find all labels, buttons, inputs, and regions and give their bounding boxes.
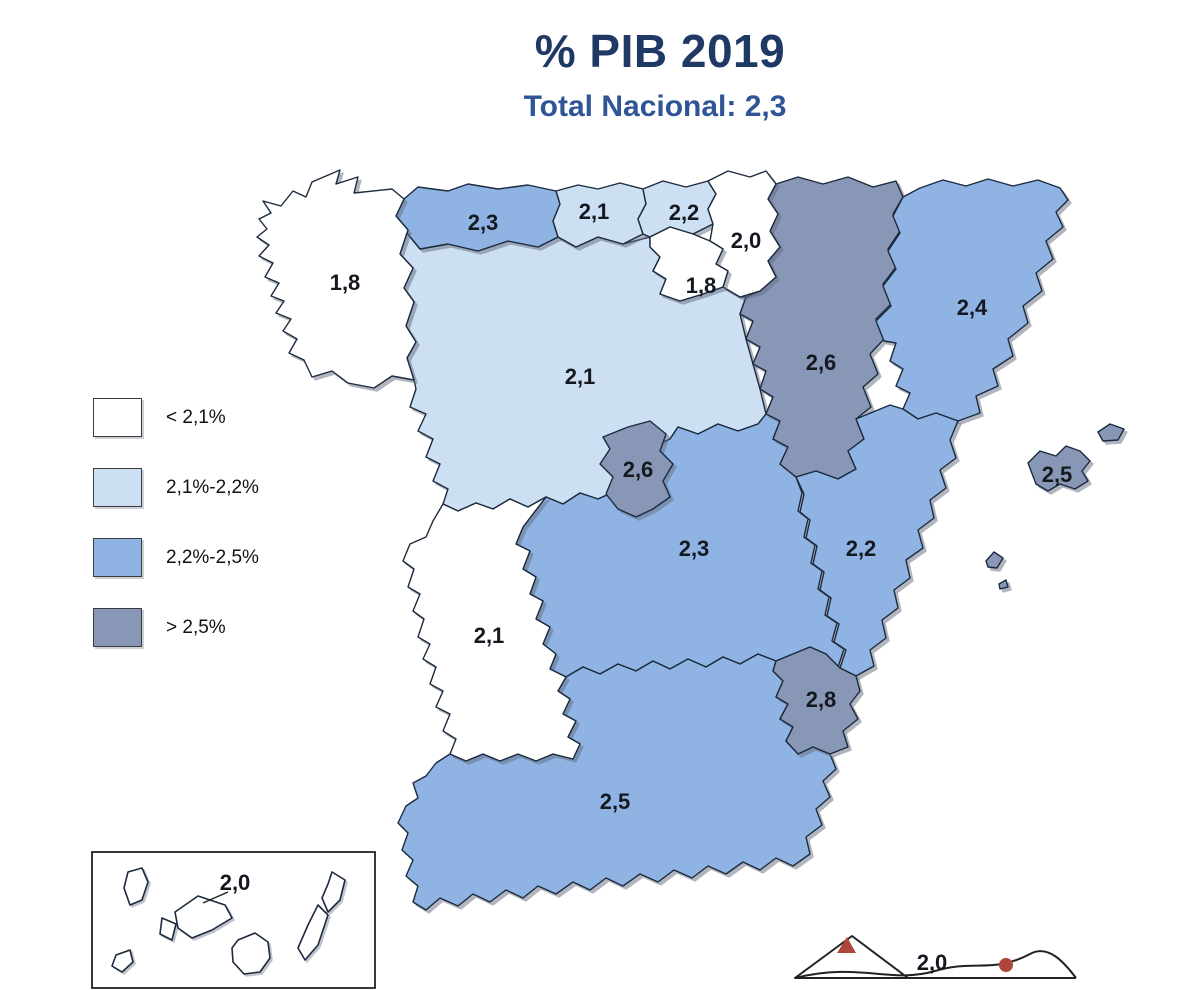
legend-item-gt25: > 2,5% xyxy=(93,608,259,647)
ceuta-marker-triangle xyxy=(837,937,856,953)
legend-swatch-21-22 xyxy=(93,468,142,507)
value-extremadura: 2,1 xyxy=(474,623,505,648)
value-cantabria: 2,1 xyxy=(579,199,610,224)
region-baleares-menorca xyxy=(1097,423,1125,442)
value-ceuta-melilla: 2,0 xyxy=(917,950,948,975)
value-comunidad-valenciana: 2,2 xyxy=(846,536,877,561)
region-baleares-mallorca xyxy=(1027,445,1091,492)
region-pais-vasco xyxy=(637,180,717,238)
value-castilla-y-leon: 2,1 xyxy=(565,364,596,389)
legend-label-gt25: > 2,5% xyxy=(166,616,226,638)
legend-label-22-25: 2,2%-2,5% xyxy=(166,546,259,568)
region-cataluna xyxy=(875,178,1069,422)
ceuta-melilla-coastline xyxy=(794,950,1077,979)
page-subtitle: Total Nacional: 2,3 xyxy=(523,90,787,123)
legend-item-22-25: 2,2%-2,5% xyxy=(93,538,259,577)
island-lanzarote xyxy=(321,871,346,913)
region-galicia xyxy=(256,169,417,389)
region-madrid xyxy=(599,420,674,518)
value-pais-vasco: 2,2 xyxy=(669,200,700,225)
value-madrid: 2,6 xyxy=(623,457,654,482)
region-extremadura xyxy=(402,496,581,762)
page-title: % PIB 2019 xyxy=(534,25,786,77)
island-tenerife xyxy=(174,895,233,939)
region-baleares-formentera xyxy=(998,579,1009,590)
region-la-rioja xyxy=(649,226,729,302)
region-navarra xyxy=(707,170,781,298)
value-navarra: 2,0 xyxy=(731,228,762,253)
legend-swatch-lt21 xyxy=(93,398,142,437)
legend-item-21-22: 2,1%-2,2% xyxy=(93,468,259,507)
value-canarias: 2,0 xyxy=(220,870,251,895)
island-el-hierro xyxy=(111,949,134,973)
value-baleares: 2,5 xyxy=(1042,462,1073,487)
island-gran-canaria xyxy=(231,932,271,975)
value-asturias: 2,3 xyxy=(468,210,499,235)
legend-item-lt21: < 2,1% xyxy=(93,398,259,437)
island-la-palma xyxy=(123,867,149,906)
legend-swatch-22-25 xyxy=(93,538,142,577)
legend-swatch-gt25 xyxy=(93,608,142,647)
value-la-rioja: 1,8 xyxy=(686,273,717,298)
value-cataluna: 2,4 xyxy=(957,295,988,320)
value-castilla-la-mancha: 2,3 xyxy=(679,536,710,561)
melilla-marker-dot xyxy=(999,958,1013,972)
region-murcia xyxy=(772,646,861,755)
legend: < 2,1% 2,1%-2,2% 2,2%-2,5% > 2,5% xyxy=(93,398,259,678)
island-fuerteventura xyxy=(297,904,329,961)
value-murcia: 2,8 xyxy=(806,687,837,712)
island-la-gomera xyxy=(159,917,177,941)
legend-label-21-22: 2,1%-2,2% xyxy=(166,476,259,498)
canarias-inset-box xyxy=(91,851,376,989)
legend-label-lt21: < 2,1% xyxy=(166,406,226,428)
value-aragon: 2,6 xyxy=(806,350,837,375)
canarias-label-leader-line xyxy=(202,891,229,904)
value-andalucia: 2,5 xyxy=(600,789,631,814)
value-galicia: 1,8 xyxy=(330,270,361,295)
region-baleares-ibiza xyxy=(985,551,1004,569)
